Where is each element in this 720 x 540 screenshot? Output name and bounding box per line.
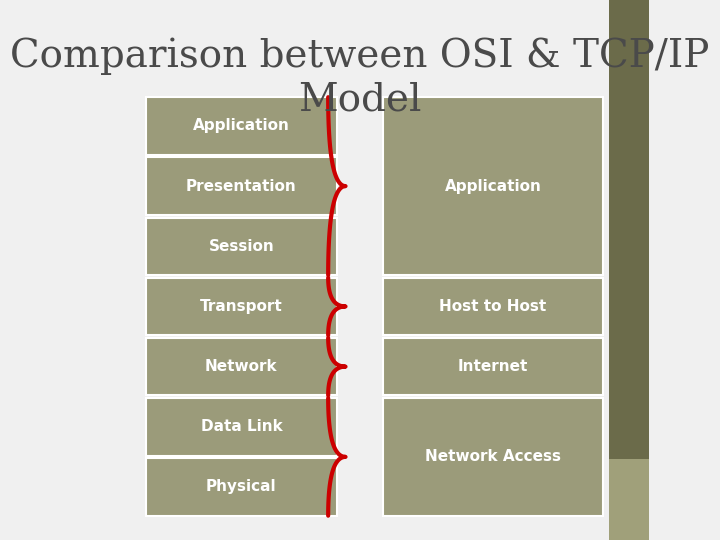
Text: Transport: Transport	[200, 299, 283, 314]
Text: Host to Host: Host to Host	[439, 299, 546, 314]
Bar	[146, 157, 337, 215]
Bar	[383, 97, 603, 275]
Bar	[146, 278, 337, 335]
Text: Comparison between OSI & TCP/IP
Model: Comparison between OSI & TCP/IP Model	[10, 38, 710, 118]
Bar	[146, 398, 337, 456]
Bar	[383, 338, 603, 395]
Text: Network: Network	[205, 359, 278, 374]
Bar	[146, 218, 337, 275]
Bar	[609, 0, 649, 540]
Text: Session: Session	[209, 239, 274, 254]
Text: Physical: Physical	[206, 480, 276, 495]
Text: Data Link: Data Link	[200, 419, 282, 434]
Bar	[146, 338, 337, 395]
Bar	[146, 458, 337, 516]
Bar	[146, 97, 337, 154]
Bar	[383, 398, 603, 516]
Bar	[609, 459, 649, 540]
Text: Presentation: Presentation	[186, 179, 297, 194]
Text: Network Access: Network Access	[425, 449, 561, 464]
Text: Application: Application	[445, 179, 541, 194]
Text: Application: Application	[193, 118, 290, 133]
Bar	[383, 278, 603, 335]
Text: Internet: Internet	[458, 359, 528, 374]
